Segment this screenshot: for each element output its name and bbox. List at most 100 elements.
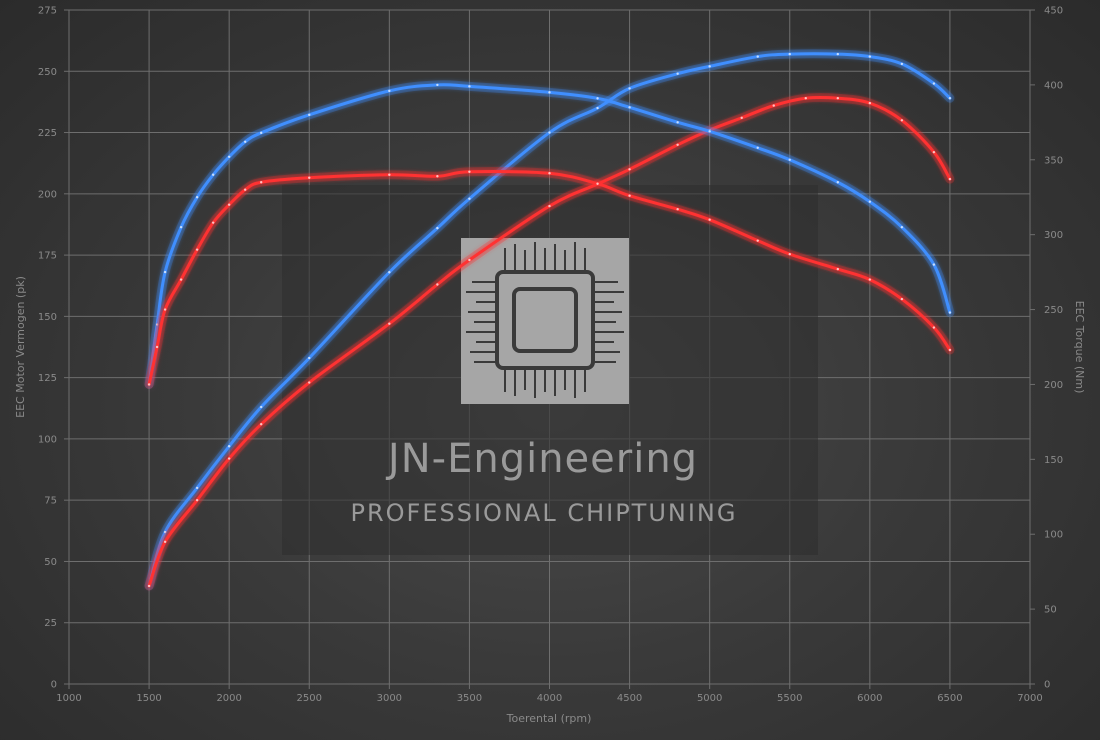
tuned-power-curve-point — [756, 55, 759, 58]
tuned-torque-curve-point — [179, 225, 183, 229]
tuned-torque-curve-point — [628, 106, 631, 109]
y-left-tick-label: 275 — [38, 6, 57, 17]
y-left-tick-label: 125 — [38, 373, 57, 384]
stock-power-curve-point — [163, 540, 167, 544]
y-right-tick-label: 50 — [1044, 605, 1057, 616]
chip-icon — [461, 238, 629, 404]
tuned-power-curve-point — [836, 52, 839, 56]
tuned-power-curve-point — [676, 72, 679, 75]
stock-torque-curve-point — [596, 182, 599, 185]
tuned-power-curve-point — [932, 82, 936, 85]
stock-power-curve-point — [548, 204, 551, 208]
stock-power-curve-point — [260, 423, 263, 426]
y-left-tick-label: 200 — [38, 189, 57, 200]
y-left-tick-label: 25 — [44, 618, 57, 629]
y-left-tick-label: 175 — [38, 251, 57, 262]
tuned-torque-curve-point — [308, 113, 311, 117]
stock-torque-curve-point — [756, 239, 759, 242]
stock-power-curve-point — [628, 168, 631, 171]
tuned-torque-curve-point — [243, 140, 247, 144]
tuned-torque-curve-point — [948, 311, 952, 314]
tuned-torque-curve-point — [548, 91, 551, 94]
tuned-power-curve-point — [388, 271, 391, 274]
tuned-power-curve-point — [788, 52, 791, 56]
tuned-torque-curve-point — [868, 200, 872, 203]
tuned-power-curve-point — [195, 486, 199, 490]
stock-torque-curve-point — [147, 383, 151, 386]
tick-labels: 1000 1500 2000 2500 3000 3500 4000 4500 5000 5500… — [38, 6, 1063, 705]
stock-power-curve-point — [227, 457, 231, 460]
stock-power-curve-point — [900, 119, 904, 122]
stock-power-curve-point — [836, 97, 839, 100]
tuned-torque-curve-point — [900, 225, 904, 229]
stock-torque-curve-point — [468, 170, 471, 173]
stock-torque-curve-point — [868, 278, 872, 281]
watermark-subtitle: PROFESSIONAL CHIPTUNING — [351, 499, 738, 527]
tuned-torque-curve-point — [227, 155, 231, 158]
y-right-tick-label: 100 — [1044, 530, 1063, 541]
y-right-tick-label: 150 — [1044, 455, 1063, 466]
stock-power-curve-point — [195, 498, 199, 502]
tuned-torque-curve-point — [756, 146, 759, 149]
tuned-torque-curve-point — [155, 323, 159, 326]
tuned-power-curve-point — [628, 87, 631, 90]
x-tick-label: 6000 — [857, 693, 882, 704]
stock-torque-curve-point — [211, 221, 215, 224]
tuned-power-curve-point — [708, 65, 711, 68]
stock-torque-curve-point — [243, 188, 247, 191]
tuned-torque-curve-point — [676, 121, 679, 124]
y-right-tick-label: 200 — [1044, 380, 1063, 391]
stock-torque-curve-point — [548, 172, 551, 175]
stock-power-curve-point — [948, 177, 952, 181]
stock-torque-curve-point — [436, 175, 439, 178]
stock-torque-curve-point — [155, 345, 159, 349]
x-tick-label: 1000 — [56, 693, 81, 704]
stock-power-curve-point — [436, 283, 439, 286]
stock-torque-curve-point — [388, 173, 391, 176]
x-tick-label: 2000 — [216, 693, 241, 704]
y-left-tick-label: 100 — [38, 434, 57, 445]
stock-torque-curve-point — [195, 248, 199, 251]
stock-power-curve-point — [932, 150, 936, 154]
x-tick-label: 1500 — [136, 693, 161, 704]
stock-power-curve-point — [740, 116, 743, 120]
y-right-tick-label: 0 — [1044, 680, 1050, 691]
stock-torque-curve-point — [308, 176, 311, 179]
stock-power-curve-point — [804, 97, 807, 100]
tuned-torque-curve-point — [468, 85, 471, 88]
stock-power-curve — [147, 95, 952, 588]
y-left-tick-label: 250 — [38, 67, 57, 78]
x-tick-label: 5500 — [777, 693, 802, 704]
y-left-tick-label: 50 — [44, 557, 57, 568]
tuned-power-curve-point — [260, 405, 263, 409]
x-tick-label: 7000 — [1017, 693, 1042, 704]
x-axis-title: Toerental (rpm) — [506, 712, 592, 725]
y-left-tick-label: 150 — [38, 312, 57, 323]
y-right-tick-label: 300 — [1044, 230, 1063, 241]
stock-power-curve-point — [147, 584, 151, 588]
tuned-power-curve-point — [468, 197, 471, 200]
stock-power-curve-point — [676, 143, 679, 146]
curves — [144, 49, 955, 591]
tuned-torque-curve-point — [388, 89, 391, 93]
tuned-power-curve-point — [948, 97, 952, 100]
stock-torque-curve-point — [163, 308, 167, 311]
tuned-torque-curve-point — [596, 97, 599, 100]
tuned-power-curve-point — [868, 55, 872, 58]
y-axis-right-title: EEC Torque (Nm) — [1073, 301, 1086, 394]
y-left-tick-label: 225 — [38, 128, 57, 139]
stock-torque-curve-point — [836, 267, 839, 271]
tuned-power-curve-point — [436, 226, 439, 230]
stock-power-curve-point — [308, 381, 311, 384]
stock-torque-curve-point — [708, 218, 711, 221]
x-tick-label: 2500 — [297, 693, 322, 704]
stock-torque-curve-point — [179, 278, 183, 281]
tuned-power-curve-point — [548, 131, 551, 134]
tuned-power-curve-point — [900, 62, 904, 66]
tuned-torque-curve-point — [211, 173, 215, 176]
tuned-torque-curve-point — [260, 131, 263, 135]
stock-torque-curve-point — [788, 252, 791, 256]
tuned-torque-curve-point — [788, 158, 791, 161]
tuned-torque-curve-point — [932, 263, 936, 266]
